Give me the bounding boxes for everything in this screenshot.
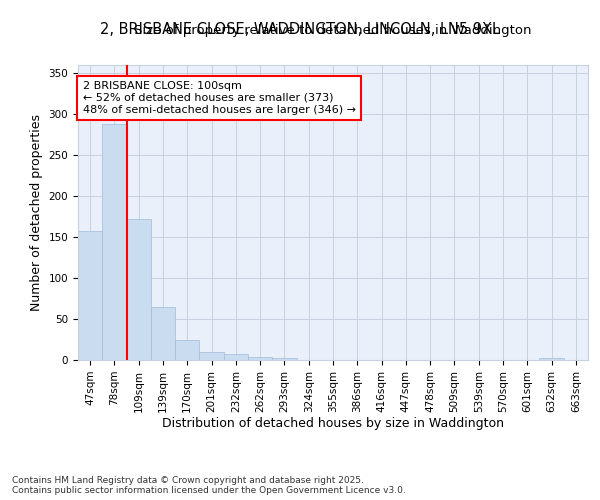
Bar <box>224 354 248 360</box>
Bar <box>102 124 127 360</box>
Bar <box>539 358 564 360</box>
Y-axis label: Number of detached properties: Number of detached properties <box>30 114 43 311</box>
Text: 2 BRISBANE CLOSE: 100sqm
← 52% of detached houses are smaller (373)
48% of semi-: 2 BRISBANE CLOSE: 100sqm ← 52% of detach… <box>83 82 356 114</box>
Bar <box>199 352 224 360</box>
Bar <box>272 358 296 360</box>
Bar <box>127 219 151 360</box>
Text: Contains HM Land Registry data © Crown copyright and database right 2025.
Contai: Contains HM Land Registry data © Crown c… <box>12 476 406 495</box>
Bar <box>151 306 175 360</box>
Bar <box>248 356 272 360</box>
X-axis label: Distribution of detached houses by size in Waddington: Distribution of detached houses by size … <box>162 418 504 430</box>
Title: Size of property relative to detached houses in Waddington: Size of property relative to detached ho… <box>134 24 532 38</box>
Bar <box>175 340 199 360</box>
Bar <box>78 230 102 360</box>
Text: 2, BRISBANE CLOSE, WADDINGTON, LINCOLN, LN5 9XL: 2, BRISBANE CLOSE, WADDINGTON, LINCOLN, … <box>100 22 500 38</box>
